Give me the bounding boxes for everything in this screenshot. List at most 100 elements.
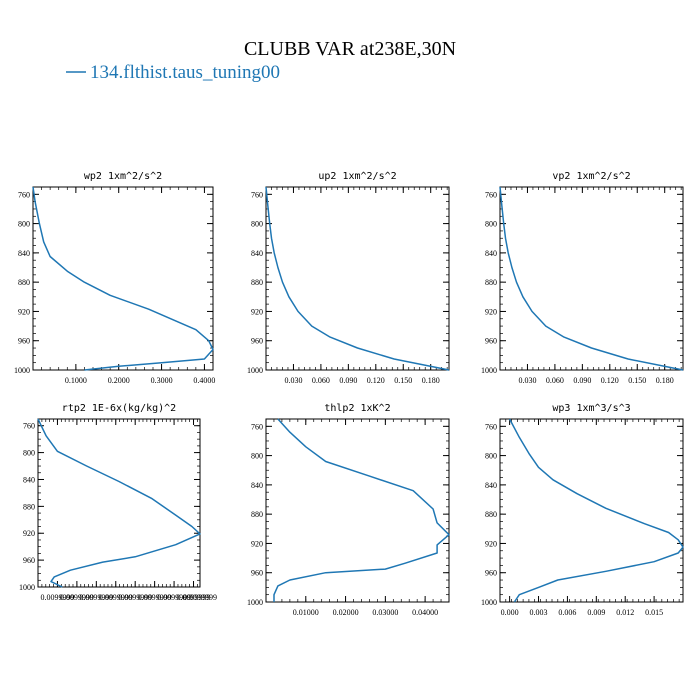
y-tick-label: 800 (485, 452, 497, 461)
y-tick-label: 1000 (247, 598, 263, 607)
y-tick-label: 760 (23, 422, 35, 431)
panel-5: thlp2 1xK^2 760 800 840 880 920 960 1000 0.01000… (247, 403, 450, 617)
y-tick-label: 880 (251, 278, 263, 287)
y-tick-label: 880 (485, 278, 497, 287)
y-tick-label: 960 (485, 569, 497, 578)
y-tick-label: 880 (18, 278, 30, 287)
plot-frame (32, 186, 214, 371)
x-tick-label: 0.02000 (333, 608, 359, 617)
plot-frame (265, 186, 450, 371)
series-line (273, 418, 450, 602)
panel-title: wp3 1xm^3/s^3 (552, 403, 630, 414)
legend: 134.flthist.taus_tuning00 (66, 62, 280, 83)
y-tick-label: 800 (23, 449, 35, 458)
x-tick-label: 0.180 (422, 376, 440, 385)
y-tick-label: 760 (251, 422, 263, 431)
y-tick-label: 960 (251, 569, 263, 578)
y-tick-label: 760 (251, 190, 263, 199)
x-tick-label: 0.120 (367, 376, 385, 385)
y-tick-label: 840 (251, 481, 263, 490)
x-tick-label: 0.0099999 (99, 593, 133, 602)
x-tick-label: 0.0099999 (40, 593, 74, 602)
plot-frame (499, 418, 684, 603)
plot-frame (37, 418, 201, 588)
y-tick-label: 960 (251, 337, 263, 346)
x-tick-label: 0.0099999 (138, 593, 172, 602)
y-tick-label: 840 (23, 475, 35, 484)
panel-1: wp2 1xm^2/s^2 760 800 840 880 920 960 1000 0.100… (14, 171, 215, 385)
x-tick-label: 0.180 (656, 376, 674, 385)
panel-3: vp2 1xm^2/s^2 760 800 840 880 920 960 1000 0.030… (481, 171, 684, 385)
x-tick-label: 0.2000 (108, 376, 130, 385)
x-tick-label: 0.04000 (412, 608, 438, 617)
y-tick-label: 760 (485, 190, 497, 199)
x-tick-label: 0.0099999 (118, 593, 152, 602)
x-tick-label: 0.150 (394, 376, 412, 385)
x-tick-label: 0.03000 (372, 608, 398, 617)
y-tick-label: 920 (485, 307, 497, 316)
x-tick-label: 0.030 (284, 376, 302, 385)
y-tick-label: 760 (18, 190, 30, 199)
x-tick-label: 0.009 (587, 608, 605, 617)
y-tick-label: 960 (485, 337, 497, 346)
y-tick-label: 800 (485, 220, 497, 229)
y-tick-label: 920 (18, 307, 30, 316)
panel-title: wp2 1xm^2/s^2 (84, 171, 162, 182)
y-tick-label: 800 (251, 220, 263, 229)
figure-title: CLUBB VAR at238E,30N (244, 38, 456, 60)
x-tick-label: 0.4000 (193, 376, 215, 385)
x-tick-label: 0.015 (645, 608, 663, 617)
y-tick-label: 960 (18, 337, 30, 346)
y-tick-label: 840 (485, 249, 497, 258)
series-line (32, 186, 214, 371)
y-tick-label: 920 (251, 307, 263, 316)
y-tick-label: 840 (18, 249, 30, 258)
y-tick-label: 1000 (19, 583, 35, 592)
x-tick-label: 0.0099999 (157, 593, 191, 602)
y-tick-label: 920 (485, 539, 497, 548)
y-tick-label: 760 (485, 422, 497, 431)
x-tick-label: 0.030 (518, 376, 536, 385)
y-tick-label: 840 (251, 249, 263, 258)
x-tick-label: 0.090 (339, 376, 357, 385)
x-tick-label: 0.006 (558, 608, 576, 617)
plot-frame (265, 418, 450, 603)
plot-frame (499, 186, 684, 371)
x-tick-label: 0.120 (601, 376, 619, 385)
panel-title: rtp2 1E-6x(kg/kg)^2 (62, 403, 176, 414)
y-tick-label: 920 (251, 539, 263, 548)
y-tick-label: 800 (18, 220, 30, 229)
y-tick-label: 920 (23, 529, 35, 538)
series-line (265, 186, 450, 371)
y-tick-label: 1000 (14, 366, 30, 375)
panels: wp2 1xm^2/s^2 760 800 840 880 920 960 1000 0.100… (14, 171, 684, 617)
x-tick-label: 0.0099999 (183, 593, 217, 602)
y-tick-label: 880 (485, 510, 497, 519)
x-tick-label: 0.060 (312, 376, 330, 385)
legend-label: 134.flthist.taus_tuning00 (90, 62, 280, 83)
x-tick-label: 0.003 (530, 608, 548, 617)
panel-title: up2 1xm^2/s^2 (318, 171, 396, 182)
x-tick-label: 0.0099999 (60, 593, 94, 602)
panel-4: rtp2 1E-6x(kg/kg)^2 760 800 840 880 920 960 100… (19, 403, 217, 602)
x-tick-label: 0.01000 (293, 608, 319, 617)
y-tick-label: 1000 (481, 598, 497, 607)
series-line (499, 186, 684, 371)
panel-title: thlp2 1xK^2 (324, 403, 390, 414)
x-tick-label: 0.060 (546, 376, 564, 385)
series-line (508, 418, 684, 603)
x-tick-label: 0.012 (616, 608, 634, 617)
panel-6: wp3 1xm^3/s^3 760 800 840 880 920 960 1000 0.000… (481, 403, 684, 617)
y-tick-label: 880 (251, 510, 263, 519)
series-line (37, 418, 201, 588)
x-tick-label: 0.1000 (65, 376, 87, 385)
y-tick-label: 880 (23, 502, 35, 511)
panel-2: up2 1xm^2/s^2 760 800 840 880 920 960 1000 0.030… (247, 171, 450, 385)
y-tick-label: 840 (485, 481, 497, 490)
y-tick-label: 1000 (247, 366, 263, 375)
x-tick-label: 0.0099999 (177, 593, 211, 602)
x-tick-label: 0.090 (573, 376, 591, 385)
y-tick-label: 1000 (481, 366, 497, 375)
x-tick-label: 0.000 (501, 608, 519, 617)
